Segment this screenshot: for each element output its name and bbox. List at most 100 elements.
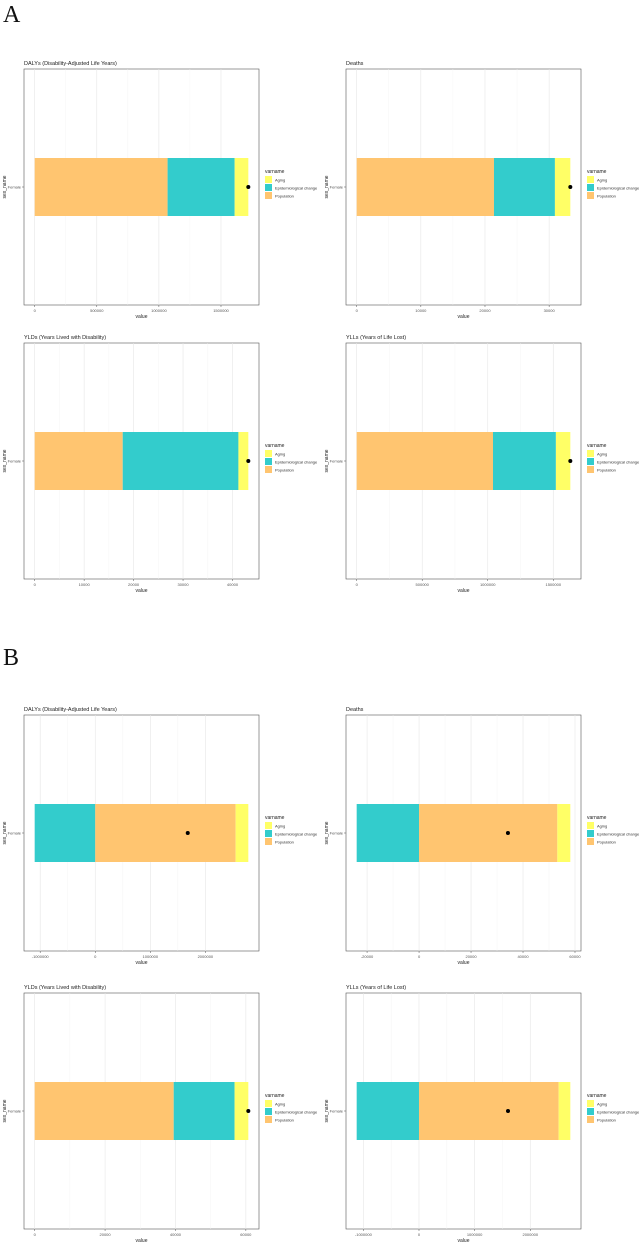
net-total-point	[246, 185, 251, 189]
legend-label: Aging	[275, 824, 285, 829]
legend-label: Epidemiological change	[275, 1110, 318, 1115]
x-tick-label: 20000	[100, 1232, 112, 1237]
legend-label: Epidemiological change	[275, 460, 318, 465]
legend-label: Epidemiological change	[275, 832, 318, 837]
legend-label: Population	[275, 1118, 294, 1123]
x-axis-label: value	[458, 960, 470, 966]
legend-swatch-aging	[265, 1100, 272, 1107]
y-axis-label: sex_name	[2, 175, 8, 198]
legend-label: Population	[597, 1118, 616, 1123]
x-tick-label: 30000	[177, 582, 189, 587]
x-axis-label: value	[458, 314, 470, 320]
x-tick-label: 0	[94, 954, 97, 959]
y-tick-label: Female	[330, 459, 344, 464]
x-tick-label: 20000	[479, 308, 491, 313]
x-tick-label: 1000000	[480, 582, 496, 587]
bar-aging	[238, 432, 249, 490]
x-tick-label: 1000000	[143, 954, 159, 959]
x-tick-label: 40000	[517, 954, 529, 959]
chart-panel-ylls-a: YLLs (Years of Life Lost) 0 500000 1000000 1…	[324, 335, 640, 594]
x-tick-label: 0	[356, 308, 359, 313]
bar-aging	[235, 804, 249, 862]
legend-label: Aging	[275, 1102, 285, 1107]
panel-title: Deaths	[346, 707, 364, 713]
x-tick-label: 1500000	[545, 582, 561, 587]
net-total-point	[568, 459, 573, 463]
legend-label: Population	[275, 840, 294, 845]
chart-panel-dalys-b: DALYs (Disability-Adjusted Life Years) -1…	[2, 707, 318, 966]
y-axis-label: sex_name	[324, 821, 330, 844]
x-tick-label: 10000	[415, 308, 427, 313]
chart-panel-deaths-a: Deaths 0 10000 20000 30000 value Femalesex_nam…	[324, 61, 640, 320]
net-total-point	[246, 1109, 251, 1113]
legend-title: varname	[265, 815, 285, 821]
y-axis-label: sex_name	[2, 449, 8, 472]
y-tick-label: Female	[330, 185, 344, 190]
legend-swatch-population	[265, 1116, 272, 1123]
x-tick-label: 0	[418, 954, 421, 959]
bar-epidemiological-change	[173, 1082, 235, 1140]
bar-epidemiological-change	[492, 432, 556, 490]
x-tick-label: 20000	[128, 582, 140, 587]
legend-label: Aging	[597, 1102, 607, 1107]
y-axis-label: sex_name	[324, 175, 330, 198]
x-tick-label: 1000000	[467, 1232, 483, 1237]
bar-population	[418, 1082, 559, 1140]
legend-swatch-epidemiological-change	[265, 1108, 272, 1115]
legend-swatch-population	[265, 192, 272, 199]
x-tick-label: -20000	[361, 954, 374, 959]
bar-epidemiological-change	[34, 804, 96, 862]
y-axis-label: sex_name	[2, 821, 8, 844]
x-tick-label: 40000	[170, 1232, 182, 1237]
legend-label: Epidemiological change	[597, 1110, 640, 1115]
legend-label: Epidemiological change	[275, 186, 318, 191]
legend-swatch-population	[587, 466, 594, 473]
x-tick-label: 60000	[569, 954, 581, 959]
bar-epidemiological-change	[122, 432, 239, 490]
legend-label: Aging	[597, 452, 607, 457]
x-tick-label: 0	[418, 1232, 421, 1237]
bar-epidemiological-change	[493, 158, 555, 216]
x-tick-label: 20000	[465, 954, 477, 959]
legend-swatch-aging	[587, 1100, 594, 1107]
legend-label: Population	[597, 840, 616, 845]
legend-swatch-aging	[265, 822, 272, 829]
x-axis-label: value	[458, 588, 470, 594]
bar-population	[95, 804, 236, 862]
bar-aging	[234, 1082, 249, 1140]
y-axis-label: sex_name	[324, 1099, 330, 1122]
legend-swatch-population	[265, 838, 272, 845]
bar-population	[34, 432, 123, 490]
legend-swatch-aging	[587, 822, 594, 829]
x-tick-label: -1000000	[32, 954, 50, 959]
net-total-point	[506, 1109, 511, 1113]
y-axis-label: sex_name	[2, 1099, 8, 1122]
x-tick-label: 10000	[79, 582, 91, 587]
bar-epidemiological-change	[356, 1082, 419, 1140]
legend-label: Population	[275, 194, 294, 199]
legend-swatch-aging	[587, 450, 594, 457]
legend-swatch-epidemiological-change	[587, 184, 594, 191]
legend-swatch-aging	[265, 450, 272, 457]
legend-swatch-epidemiological-change	[587, 458, 594, 465]
y-tick-label: Female	[330, 831, 344, 836]
legend-label: Aging	[597, 178, 607, 183]
bar-population	[356, 432, 493, 490]
legend-swatch-epidemiological-change	[587, 830, 594, 837]
net-total-point	[505, 831, 510, 835]
section-label-a: A	[3, 2, 21, 28]
bar-aging	[554, 158, 571, 216]
y-tick-label: Female	[8, 185, 22, 190]
y-tick-label: Female	[8, 831, 22, 836]
legend-swatch-population	[587, 838, 594, 845]
bar-aging	[557, 804, 571, 862]
section-label-b: B	[3, 645, 20, 671]
legend-title: varname	[587, 443, 607, 449]
y-tick-label: Female	[8, 459, 22, 464]
x-tick-label: 30000	[544, 308, 556, 313]
x-tick-label: 0	[34, 1232, 37, 1237]
panel-title: YLDs (Years Lived with Disability)	[24, 985, 106, 991]
legend-title: varname	[265, 443, 285, 449]
bar-population	[34, 158, 168, 216]
x-tick-label: 1000000	[151, 308, 167, 313]
